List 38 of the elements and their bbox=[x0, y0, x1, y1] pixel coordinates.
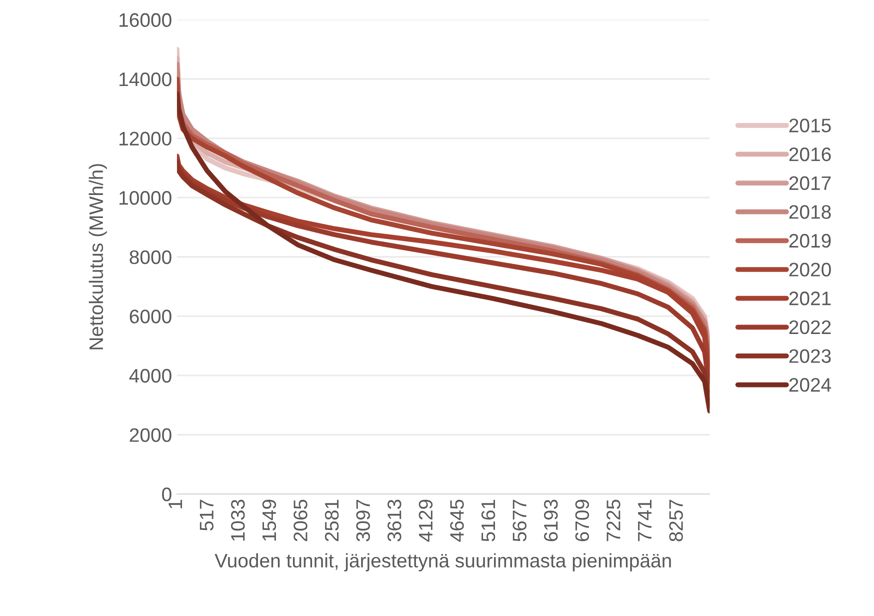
y-tick-label: 8000 bbox=[130, 250, 172, 264]
legend-label: 2016 bbox=[789, 147, 831, 162]
legend-label: 2018 bbox=[789, 205, 831, 219]
x-tick-label: 3097 bbox=[356, 500, 370, 542]
legend-label: 2015 bbox=[789, 118, 831, 132]
x-tick-label: 1033 bbox=[231, 500, 245, 541]
y-tick-label: 6000 bbox=[130, 310, 172, 324]
x-tick-label: 4645 bbox=[450, 500, 464, 542]
legend-label: 2021 bbox=[789, 292, 831, 306]
x-tick-label: 1549 bbox=[262, 500, 276, 541]
x-tick-label: 7741 bbox=[638, 500, 652, 542]
x-tick-label: 517 bbox=[200, 500, 214, 531]
x-tick-label: 2065 bbox=[294, 500, 308, 542]
legend-label: 2017 bbox=[789, 176, 831, 190]
x-tick-label: 6193 bbox=[544, 500, 558, 542]
legend-label: 2020 bbox=[789, 262, 831, 276]
legend-label: 2024 bbox=[789, 378, 832, 392]
legend-label: 2019 bbox=[789, 234, 831, 248]
x-tick-label: 8257 bbox=[669, 500, 683, 542]
y-tick-label: 14000 bbox=[120, 72, 172, 86]
x-tick-label: 5161 bbox=[481, 500, 496, 542]
x-tick-label: 2581 bbox=[324, 500, 339, 542]
legend-label: 2022 bbox=[789, 320, 831, 334]
y-tick-label: 4000 bbox=[129, 368, 172, 383]
x-axis-title: Vuoden tunnit, järjestettynä suurimmasta pienimpään bbox=[214, 553, 671, 572]
x-tick-label: 7225 bbox=[606, 500, 620, 542]
x-tick-label: 5677 bbox=[512, 500, 526, 542]
x-tick-label: 6709 bbox=[575, 500, 590, 542]
y-tick-label: 10000 bbox=[120, 191, 172, 205]
y-tick-label: 16000 bbox=[120, 13, 172, 27]
x-tick-label: 3613 bbox=[388, 500, 402, 542]
x-tick-label: 4129 bbox=[418, 500, 433, 542]
y-tick-label: 0 bbox=[162, 488, 172, 502]
y-axis-title: Nettokulutus (MWh/h) bbox=[88, 164, 107, 350]
legend-label: 2023 bbox=[789, 349, 831, 363]
y-tick-label: 2000 bbox=[130, 428, 172, 442]
x-tick-label: 1 bbox=[168, 500, 182, 508]
y-tick-label: 12000 bbox=[120, 132, 172, 146]
